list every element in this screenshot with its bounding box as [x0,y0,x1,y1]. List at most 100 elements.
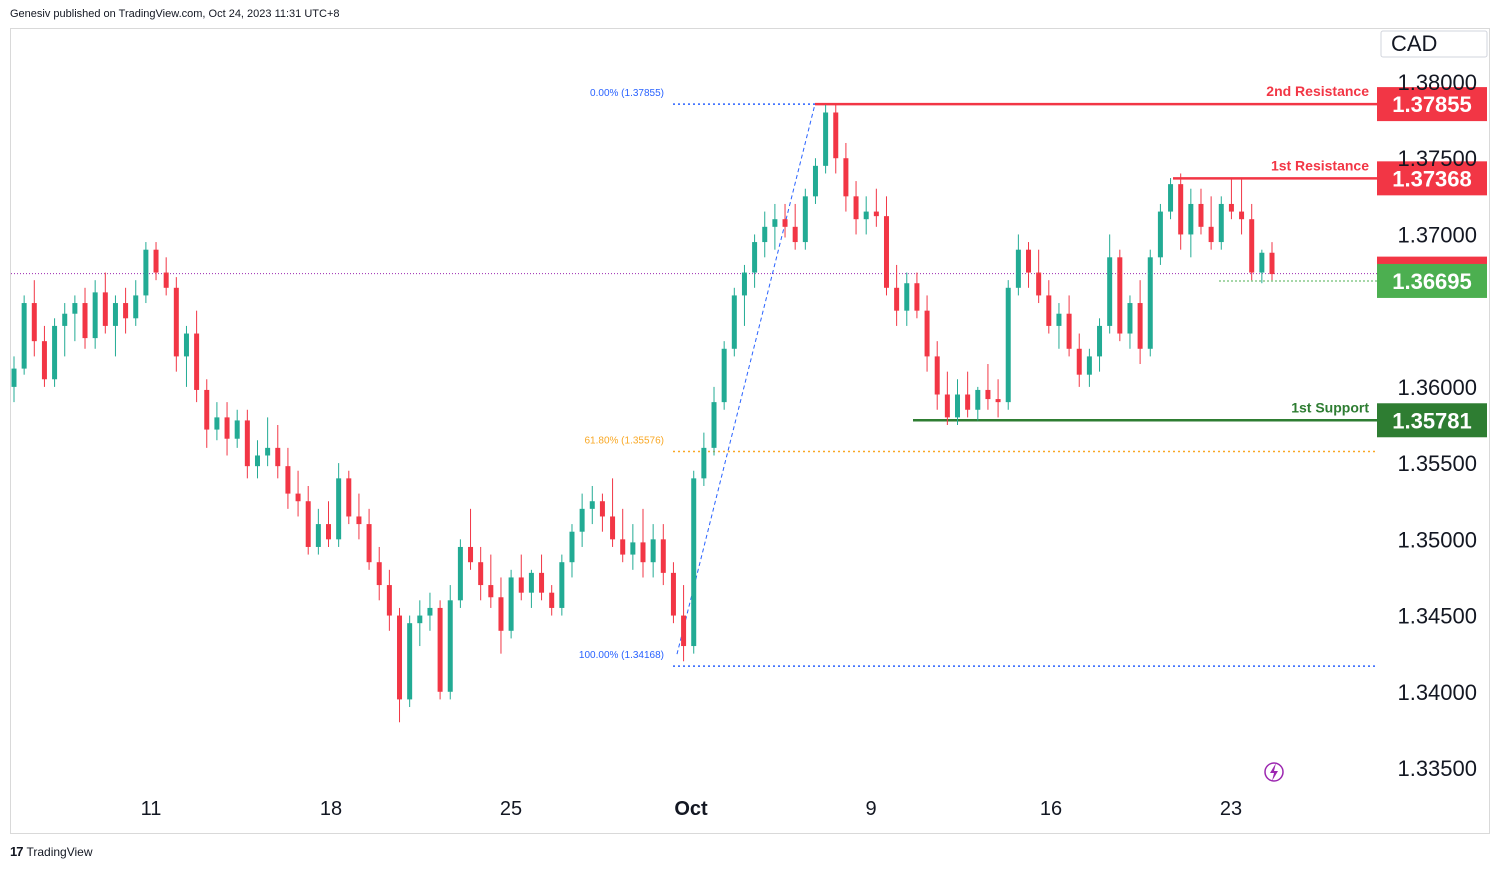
candle-body [549,592,555,608]
candle-body [660,539,666,573]
y-tick-label: 1.33500 [1397,756,1477,781]
candle-body [569,531,575,563]
candle-body [610,516,616,540]
candle-body [579,508,585,532]
candle-body [914,283,920,311]
support-label: 1st Support [1291,399,1369,415]
y-tick-label: 1.35500 [1397,451,1477,476]
x-tick-label: 11 [141,798,162,820]
candle-body [589,501,595,509]
candle-body [1036,272,1042,296]
candle-body [812,165,818,197]
lightning-icon [1264,762,1284,782]
candle-body [407,623,413,700]
candle-body [447,600,453,692]
price-tag-value: 1.37368 [1392,166,1472,191]
candle-body [1086,356,1092,375]
candle-body [376,562,382,586]
x-tick-label: 25 [500,798,522,820]
candle-body [1249,219,1255,273]
candle-body [1046,295,1052,326]
price-chart[interactable]: 0.00% (1.37855) 61.80% (1.35576) 100.00% (… [11,29,1489,833]
candle-body [752,242,758,273]
candle-body [478,562,484,586]
x-tick-label: 18 [320,798,342,820]
candle-body [843,158,849,197]
candle-body [924,310,930,357]
x-tick-label: 23 [1220,798,1242,820]
candle-body [630,542,636,555]
candle-body [599,501,605,517]
candle-body [1097,325,1103,357]
price-axis: CAD 1.38000 1.37500 1.37000 1.36000 1.35500 1.… [1380,30,1488,781]
candle-body [711,402,717,448]
candle-body [802,196,808,243]
candlesticks [11,104,1275,723]
candle-body [1015,249,1021,288]
candle-body [1168,184,1174,212]
candle-body [397,615,403,700]
candle-body [1178,184,1184,235]
candle-body [285,466,291,494]
x-tick-label: 9 [865,798,876,820]
fib-level-label: 61.80% (1.35576) [584,436,664,447]
candle-body [772,219,778,227]
brand-footer: 17 TradingView [10,844,93,859]
candle-body [975,389,981,410]
y-tick-label: 1.34500 [1397,604,1477,629]
y-tick-label: 1.37000 [1397,222,1477,247]
candle-body [92,292,98,339]
candle-body [275,447,281,467]
candle-body [640,542,646,563]
lightning-glyph [1270,763,1278,781]
candle-body [1198,203,1204,227]
candle-body [650,539,656,563]
candle-body [62,313,68,326]
candle-body [691,478,697,647]
fib-level-label: 0.00% (1.37855) [590,88,664,99]
candle-body [244,420,250,467]
candle-body [823,112,829,166]
candle-body [356,516,362,525]
candle-body [417,615,423,624]
candle-body [102,292,108,326]
time-axis: 11 18 25 Oct 9 16 23 [141,798,1243,820]
candle-body [31,303,37,342]
candle-body [995,399,1001,403]
candle-body [82,303,88,339]
candle-body [721,348,727,403]
candle-body [1157,211,1163,258]
support-resistance-levels: 2nd Resistance 1.37855 1st Resistance 1.373… [11,83,1487,438]
candle-body [559,562,565,608]
candle-body [1188,203,1194,235]
candle-body [112,303,118,326]
candle-body [254,455,260,467]
candle-body [72,303,78,314]
candle-body [224,417,230,439]
chart-frame: 0.00% (1.37855) 61.80% (1.35576) 100.00% (… [10,28,1490,834]
candle-body [1228,203,1234,212]
candle-body [366,524,372,563]
candle-body [143,249,149,296]
candle-body [1127,303,1133,334]
resistance-label: 1st Resistance [1271,157,1369,173]
candle-body [883,216,889,288]
candle-body [853,196,859,220]
candle-body [194,333,200,390]
candle-body [173,287,179,357]
candle-body [985,389,991,400]
candle-body [498,597,504,631]
misc [1264,762,1284,782]
candle-body [904,283,910,311]
candle-body [204,389,210,430]
candle-body [41,341,47,380]
candle-body [1107,257,1113,326]
price-tag-value: 1.35781 [1392,408,1472,433]
x-tick-label: Oct [674,798,708,820]
candle-body [234,420,240,439]
price-tag-value: 1.36695 [1392,269,1472,294]
candle-body [468,546,474,563]
tradingview-logo-icon: 17 [10,844,24,859]
candle-body [336,478,342,540]
candle-body [1026,249,1032,273]
